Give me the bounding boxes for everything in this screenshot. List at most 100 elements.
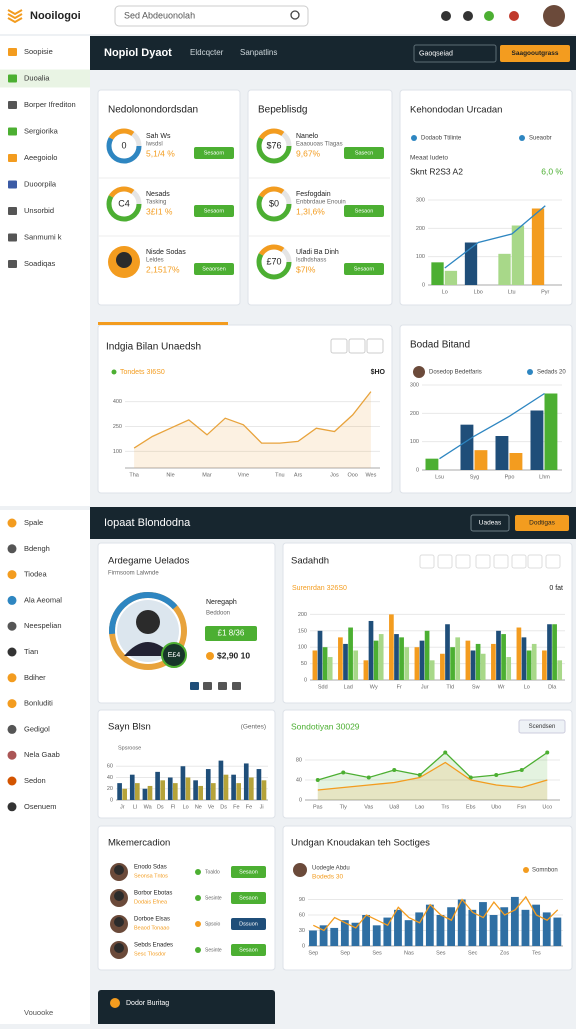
tool-button[interactable] (330, 338, 348, 354)
bar (340, 920, 349, 946)
button-label[interactable]: Scendsen (529, 724, 556, 730)
bar (142, 788, 148, 800)
nav-item[interactable]: Aeegoiolo (24, 153, 57, 162)
nav-item[interactable]: Bonluditi (24, 699, 53, 708)
nav-item[interactable]: Soadiqas (24, 259, 56, 268)
nav-item[interactable]: Vouooke (24, 1008, 53, 1017)
x-tick-label: Zos (500, 950, 509, 956)
bar (173, 783, 178, 800)
button[interactable] (518, 719, 566, 734)
nav-item[interactable]: Ala Aeomal (24, 595, 62, 604)
x-tick-label: Ppo (505, 474, 515, 480)
tool-button[interactable] (419, 554, 435, 569)
tool-button[interactable] (511, 554, 527, 569)
point (341, 770, 346, 775)
nav-item[interactable]: Borper Ifrediton (24, 100, 76, 109)
x-tick-label: Ji (260, 804, 264, 810)
button-label[interactable]: Saagooutgrass (512, 50, 559, 57)
button-label[interactable]: Sesaorn (204, 208, 225, 214)
nav-item[interactable]: Spale (24, 518, 43, 527)
x-tick-label: Tnu (275, 472, 284, 478)
nav-item[interactable]: Nela Gaab (24, 750, 60, 759)
x-tick-label: Wr (498, 684, 505, 690)
stat-value: 2,1517% (146, 264, 180, 274)
nav-item[interactable]: Duoalia (24, 73, 50, 82)
button-label[interactable]: Sesaorn (354, 266, 375, 272)
nav-item[interactable]: Bdengh (24, 544, 50, 553)
point (366, 775, 371, 780)
nav-item[interactable]: Neespelian (24, 621, 62, 630)
legend-entry: Sueaobr (529, 136, 552, 142)
button-label[interactable]: Uadeas (479, 520, 502, 527)
nav-icon (8, 233, 17, 242)
donut-label: £70 (266, 256, 281, 266)
bar (353, 650, 359, 680)
nav-item[interactable]: Tiodea (24, 570, 47, 579)
icon (203, 682, 212, 690)
tool-button[interactable] (493, 554, 509, 569)
logo: Nooilogoi (30, 10, 81, 22)
bar (431, 262, 444, 285)
button-label[interactable]: Sasecn (355, 150, 373, 156)
nav-item[interactable]: Tian (24, 647, 38, 656)
x-tick-label: Fl (171, 804, 176, 810)
tool-button[interactable] (455, 554, 471, 569)
nav-item[interactable]: Osenuem (24, 802, 57, 811)
tool-button[interactable] (527, 554, 543, 569)
nav-icon (8, 180, 17, 189)
y-tick-label: 90 (299, 897, 305, 903)
button-label[interactable]: Sesaon (239, 895, 258, 901)
tab[interactable]: Eldcqcter (190, 48, 224, 57)
y-tick-label: 200 (410, 411, 419, 417)
nav-icon (8, 74, 17, 83)
x-tick-label: Ne (195, 804, 202, 810)
nav-item[interactable]: Bdiher (24, 673, 46, 682)
card (97, 709, 276, 819)
button (194, 147, 234, 159)
status-dot (195, 947, 201, 953)
tool-button[interactable] (475, 554, 491, 569)
accent (98, 322, 228, 325)
nav-item[interactable]: Sergiorika (24, 126, 59, 135)
tool-button[interactable] (545, 554, 561, 569)
legend-swatch (519, 135, 525, 141)
button (344, 205, 384, 217)
button-label[interactable]: Sesaon (239, 869, 258, 875)
button-label[interactable]: Seaorsen (202, 266, 226, 272)
button-label[interactable]: Sesaorn (204, 150, 225, 156)
profile-ring (109, 592, 187, 670)
select[interactable] (413, 44, 497, 63)
select-label[interactable]: Gaoqseiad (419, 50, 453, 57)
nav-item[interactable]: Soopisie (24, 47, 53, 56)
button-label[interactable]: Dssuon (239, 921, 258, 927)
nav-item[interactable]: Sanmumi k (24, 232, 62, 241)
donut-arc (106, 186, 142, 222)
button (231, 944, 266, 956)
nav-item[interactable]: Sedon (24, 776, 46, 785)
search-placeholder[interactable]: Sed Abdeuonolah (124, 10, 195, 20)
bar (429, 660, 435, 680)
tool-button[interactable] (437, 554, 453, 569)
x-tick-label: Wes (365, 472, 376, 478)
nav-item[interactable]: Gedigol (24, 724, 50, 733)
search-box[interactable] (114, 5, 309, 27)
member-name: Dorboe Elsas (134, 917, 170, 923)
donut-arc (256, 128, 292, 164)
y-tick-label: 0 (416, 467, 419, 473)
tool-button[interactable] (348, 338, 366, 354)
bar (542, 912, 551, 946)
button[interactable] (470, 514, 510, 532)
tool-button[interactable] (366, 338, 384, 354)
button (231, 918, 266, 930)
button-label[interactable]: Sesaon (239, 947, 258, 953)
nav-item[interactable]: Unsorbid (24, 206, 54, 215)
y-tick-label: 0 (304, 677, 307, 683)
y-tick-label: 80 (296, 757, 302, 763)
button-label[interactable]: Dodtigas (529, 520, 555, 527)
bar (415, 912, 424, 946)
nav-item[interactable]: Duoorpila (24, 179, 57, 188)
tab[interactable]: Sanpatlins (240, 48, 277, 57)
amount-box (205, 626, 257, 641)
button-label[interactable]: Sesaon (355, 208, 374, 214)
x-tick-label: Lad (344, 684, 353, 690)
